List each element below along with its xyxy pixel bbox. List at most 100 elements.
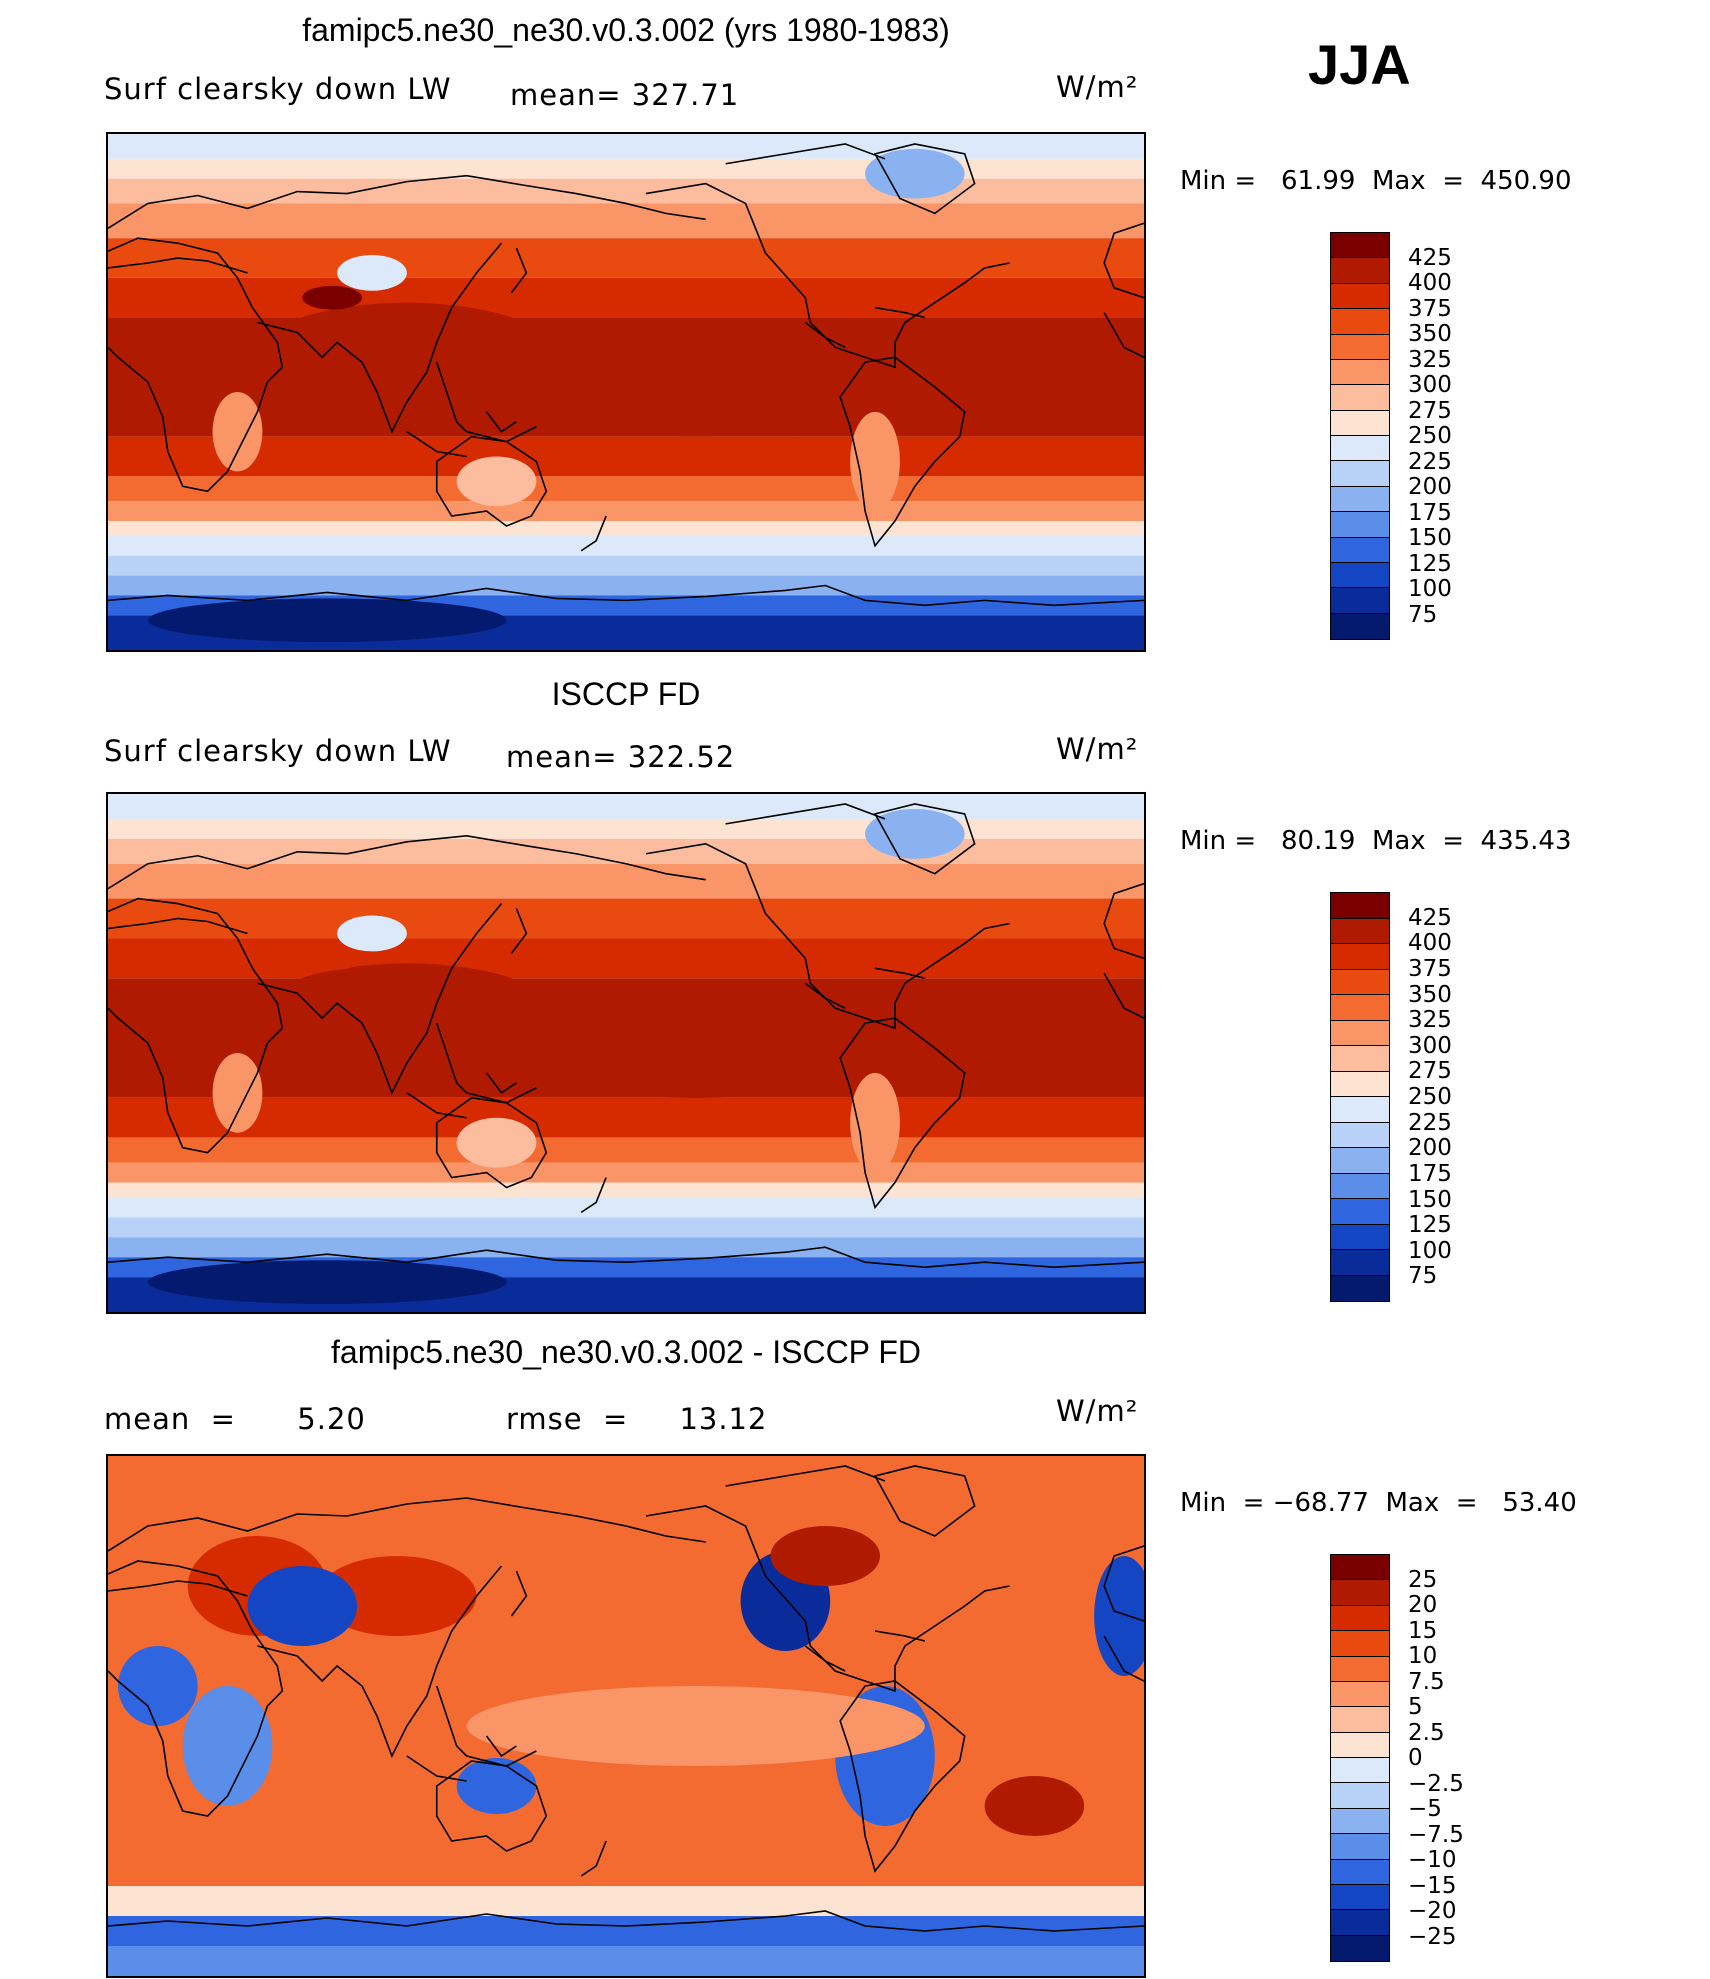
colorbar-swatch — [1331, 562, 1389, 589]
colorbar-swatch — [1331, 385, 1389, 411]
field-band — [108, 1946, 1144, 1976]
field-band — [108, 1456, 1144, 1886]
panel2-map — [106, 792, 1146, 1314]
field-blob — [247, 1566, 358, 1646]
colorbar-tick-label: 125 — [1408, 1212, 1452, 1239]
colorbar-swatch — [1331, 1148, 1389, 1174]
panel1-variable-label: Surf clearsky down LW — [104, 72, 452, 106]
panel3-mean-label: mean = 5.20 — [104, 1402, 366, 1436]
colorbar-swatch — [1331, 258, 1389, 284]
colorbar-swatch — [1331, 969, 1389, 995]
colorbar-tick-label: 125 — [1408, 550, 1452, 577]
field-band — [108, 1197, 1144, 1218]
panel2-units-label: W/m² — [1056, 732, 1139, 766]
panel1-title: famipc5.ne30_ne30.v0.3.002 (yrs 1980-198… — [302, 12, 950, 48]
colorbar-swatch — [1331, 1580, 1389, 1606]
field-blob — [247, 302, 567, 422]
colorbar-swatch — [1331, 436, 1389, 462]
colorbar-swatch — [1331, 359, 1389, 386]
colorbar-swatch — [1331, 1173, 1389, 1199]
panel3-colorbar — [1330, 1554, 1390, 1962]
field-band — [108, 1217, 1144, 1238]
field-blob — [436, 988, 955, 1098]
colorbar-tick-label: −15 — [1408, 1872, 1457, 1899]
colorbar-tick-label: −20 — [1408, 1898, 1457, 1924]
field-blob — [147, 598, 507, 643]
panel2-mean-label: mean= 322.52 — [506, 740, 736, 774]
panel1-map — [106, 132, 1146, 652]
colorbar-swatch — [1331, 1097, 1389, 1123]
field-blob — [212, 392, 263, 472]
field-band — [108, 1886, 1144, 1916]
field-band — [108, 1097, 1144, 1138]
field-band — [108, 238, 1144, 278]
colorbar-tick-label: 375 — [1408, 295, 1452, 322]
panel2-map-plot — [108, 794, 1144, 1312]
colorbar-tick-label: 25 — [1408, 1566, 1438, 1593]
colorbar-swatch — [1331, 1783, 1389, 1809]
colorbar-tick-label: 425 — [1408, 904, 1452, 931]
colorbar-tick-label: 100 — [1408, 576, 1452, 602]
colorbar-swatch — [1331, 1250, 1389, 1276]
panel2-variable-label: Surf clearsky down LW — [104, 734, 452, 768]
field-blob — [1094, 1556, 1144, 1676]
colorbar-swatch — [1331, 537, 1389, 563]
colorbar-swatch — [1331, 588, 1389, 614]
colorbar-swatch — [1331, 1631, 1389, 1657]
field-blob — [456, 1117, 537, 1168]
field-blob — [984, 1776, 1085, 1836]
field-blob — [337, 255, 407, 291]
colorbar-tick-label: 400 — [1408, 930, 1452, 957]
field-band — [108, 203, 1144, 239]
colorbar-swatch — [1331, 1020, 1389, 1046]
field-blob — [302, 285, 363, 310]
field-band — [108, 838, 1144, 864]
colorbar-swatch — [1331, 1732, 1389, 1758]
field-band — [108, 1916, 1144, 1946]
field-band — [108, 134, 1144, 159]
colorbar-tick-label: −10 — [1408, 1847, 1457, 1873]
panel1-minmax: Min = 61.99 Max = 450.90 — [1180, 166, 1572, 196]
colorbar-swatch — [1331, 1122, 1389, 1148]
field-band — [108, 575, 1144, 596]
colorbar-tick-label: 2.5 — [1408, 1719, 1445, 1746]
season-label: JJA — [1308, 33, 1411, 96]
field-blob — [770, 1526, 881, 1586]
panel3-minmax: Min = −68.77 Max = 53.40 — [1180, 1488, 1577, 1518]
colorbar-swatch — [1331, 613, 1389, 639]
panel1-mean-label: mean= 327.71 — [510, 78, 740, 112]
colorbar-tick-label: 375 — [1408, 955, 1452, 982]
panel1-colorbar — [1330, 232, 1390, 640]
field-band — [108, 938, 1144, 979]
colorbar-tick-label: 0 — [1408, 1745, 1423, 1771]
field-blob — [436, 327, 955, 437]
colorbar-swatch — [1331, 1605, 1389, 1632]
panel2-colorbar — [1330, 892, 1390, 1302]
colorbar-tick-label: 75 — [1408, 1263, 1438, 1290]
colorbar-swatch — [1331, 1834, 1389, 1860]
field-band — [108, 1162, 1144, 1183]
colorbar-tick-label: 275 — [1408, 397, 1452, 424]
colorbar-tick-label: 400 — [1408, 270, 1452, 296]
panel3-map-plot — [108, 1456, 1144, 1976]
panel3-title: famipc5.ne30_ne30.v0.3.002 - ISCCP FD — [331, 1334, 921, 1370]
colorbar-tick-label: 425 — [1408, 244, 1452, 271]
field-blob — [456, 1758, 537, 1814]
colorbar-tick-label: −5 — [1408, 1796, 1442, 1822]
colorbar-tick-label: 100 — [1408, 1237, 1452, 1264]
panel3-rmse-label: rmse = 13.12 — [506, 1402, 768, 1436]
colorbar-swatch — [1331, 1707, 1389, 1733]
colorbar-swatch — [1331, 334, 1389, 360]
panel3-map — [106, 1454, 1146, 1978]
colorbar-swatch — [1331, 1275, 1389, 1301]
colorbar-tick-label: 10 — [1408, 1643, 1438, 1669]
colorbar-tick-label: 225 — [1408, 1109, 1452, 1136]
field-blob — [466, 1686, 925, 1766]
field-blob — [865, 148, 965, 199]
colorbar-tick-label: 350 — [1408, 981, 1452, 1008]
colorbar-tick-label: 275 — [1408, 1058, 1452, 1085]
field-blob — [147, 1260, 507, 1305]
colorbar-swatch — [1331, 1199, 1389, 1225]
colorbar-swatch — [1331, 1656, 1389, 1682]
colorbar-swatch — [1331, 309, 1389, 335]
